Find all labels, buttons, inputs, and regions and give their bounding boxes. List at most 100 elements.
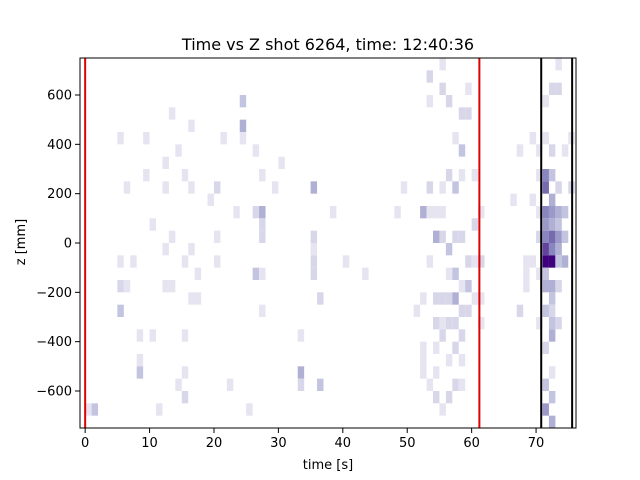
x-tick-label: 30 (270, 436, 287, 451)
heatmap-cell (548, 280, 556, 293)
y-tick-label: −600 (36, 385, 72, 400)
heatmap-cell (465, 82, 472, 95)
heatmap-cell (548, 415, 556, 428)
heatmap-cell (297, 378, 305, 391)
heatmap-cell (310, 267, 318, 280)
heatmap-cell (143, 132, 150, 145)
heatmap-cell (542, 181, 549, 194)
heatmap-cell (117, 255, 124, 268)
heatmap-cell (439, 206, 446, 219)
heatmap-cell (188, 181, 195, 194)
heatmap-cell (317, 292, 324, 305)
heatmap-cell (458, 280, 466, 293)
heatmap-cell (226, 378, 234, 391)
heatmap-cell (207, 193, 214, 206)
y-tick-label: −200 (36, 286, 72, 301)
heatmap-cell (426, 95, 433, 108)
heatmap-cell (536, 267, 543, 280)
heatmap-cell (310, 181, 318, 194)
heatmap-cell (252, 144, 260, 157)
heatmap-cell (542, 304, 549, 317)
heatmap-cell (445, 267, 453, 280)
heatmap-cell (439, 292, 446, 305)
heatmap-cell (555, 181, 562, 194)
x-tick-label: 70 (528, 436, 545, 451)
heatmap-cell (478, 292, 485, 305)
heatmap-cell (394, 206, 401, 219)
heatmap-cell (555, 280, 562, 293)
heatmap-cell (252, 267, 260, 280)
x-tick-label: 10 (141, 436, 158, 451)
heatmap-cell (175, 378, 182, 391)
heatmap-cell (259, 267, 266, 280)
heatmap-cell (542, 403, 549, 416)
chart-title: Time vs Z shot 6264, time: 12:40:36 (181, 35, 474, 54)
heatmap-cell (239, 132, 247, 145)
heatmap-cell (561, 144, 569, 157)
heatmap-cell (162, 156, 169, 169)
heatmap-cell (548, 243, 556, 256)
heatmap-cell (471, 255, 479, 268)
heatmap-cell (181, 255, 189, 268)
heatmap-cell (465, 255, 472, 268)
heatmap-cell (259, 169, 266, 182)
heatmap-cell (310, 255, 318, 268)
heatmap-cell (239, 119, 247, 132)
heatmap-cell (420, 292, 427, 305)
heatmap-cell (149, 218, 157, 231)
heatmap-cell (452, 292, 459, 305)
heatmap-cell (542, 230, 549, 243)
heatmap-cell (136, 354, 144, 367)
heatmap-cell (452, 181, 459, 194)
heatmap-cell (233, 206, 240, 219)
heatmap-cell (246, 403, 253, 416)
heatmap-cell (555, 317, 562, 330)
vertical-marker-lines (84, 58, 574, 428)
heatmap-cell (413, 304, 421, 317)
heatmap-cell (252, 206, 260, 219)
heatmap-cell (143, 169, 150, 182)
heatmap-cell (458, 107, 466, 120)
x-tick-label: 0 (81, 436, 89, 451)
heatmap-cell (478, 206, 485, 219)
heatmap-cell (542, 255, 549, 268)
heatmap-cell (548, 218, 556, 231)
heatmap-cell (458, 144, 466, 157)
heatmap-cell (542, 95, 549, 108)
heatmap-cell (162, 181, 169, 194)
heatmap-cell (168, 107, 176, 120)
y-tick-label: 600 (47, 89, 72, 104)
heatmap-cell (548, 82, 556, 95)
y-axis-label: z [mm] (14, 219, 29, 265)
heatmap-cell (85, 403, 92, 416)
heatmap-cell (213, 181, 221, 194)
heatmap-cell (548, 329, 556, 342)
heatmap-cell (458, 230, 466, 243)
heatmap-cell (555, 255, 562, 268)
heatmap-cell (445, 169, 453, 182)
heatmap-cell (439, 329, 446, 342)
y-axis-ticks: −600 −400 −200 0 200 400 600 (36, 89, 80, 400)
heatmap-cell (220, 132, 227, 145)
heatmap-cell (561, 230, 569, 243)
heatmap-cell (439, 58, 446, 71)
heatmap-cell (136, 329, 144, 342)
heatmap-cell (465, 304, 472, 317)
heatmap-cell (194, 292, 202, 305)
heatmap-cell (516, 304, 524, 317)
heatmap-cell (297, 329, 305, 342)
heatmap-cell (130, 255, 137, 268)
heatmap-cell (555, 206, 562, 219)
heatmap-cell (432, 230, 440, 243)
heatmap-cell (181, 366, 189, 379)
heatmap-cell (168, 230, 176, 243)
heatmap-cell (136, 366, 144, 379)
heatmap-cell (426, 70, 433, 83)
heatmap-cell (458, 329, 466, 342)
heatmap-cell (548, 391, 556, 404)
heatmap-cell (181, 329, 189, 342)
heatmap-cell (420, 366, 427, 379)
heatmap-cell (458, 378, 466, 391)
heatmap-cell (439, 317, 446, 330)
